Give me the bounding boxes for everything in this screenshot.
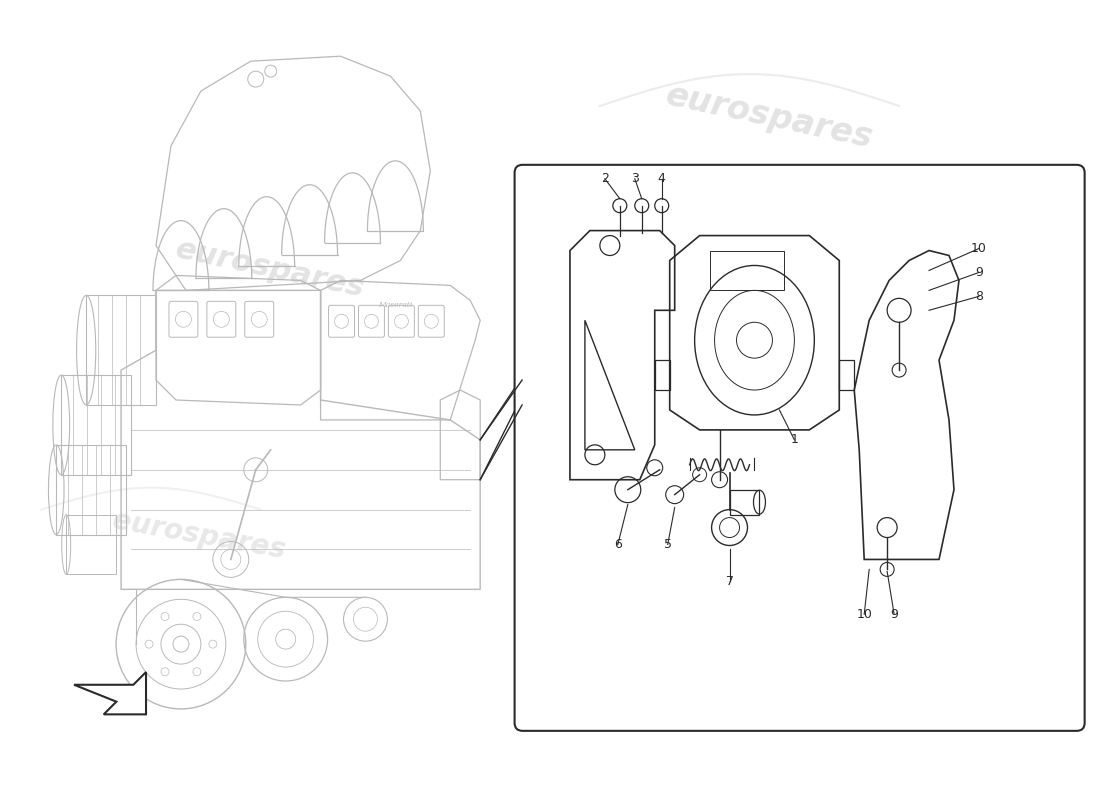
Text: eurospares: eurospares: [110, 506, 288, 565]
Text: 6: 6: [614, 538, 622, 551]
Text: eurospares: eurospares: [663, 79, 876, 155]
Text: 5: 5: [663, 538, 672, 551]
Text: eurospares: eurospares: [659, 416, 836, 480]
Text: 1: 1: [791, 434, 799, 446]
Text: Maserati: Maserati: [378, 302, 412, 310]
Text: 10: 10: [971, 242, 987, 255]
Bar: [710, 250, 784, 290]
Text: 9: 9: [890, 608, 898, 621]
Text: 10: 10: [856, 608, 872, 621]
FancyBboxPatch shape: [515, 165, 1085, 731]
Polygon shape: [74, 672, 146, 714]
Text: 2: 2: [601, 172, 608, 186]
Text: 8: 8: [975, 290, 983, 303]
Text: 4: 4: [658, 172, 666, 186]
Text: eurospares: eurospares: [173, 234, 367, 302]
Text: 7: 7: [726, 575, 734, 588]
Text: 3: 3: [630, 172, 639, 186]
Text: 9: 9: [975, 266, 983, 279]
